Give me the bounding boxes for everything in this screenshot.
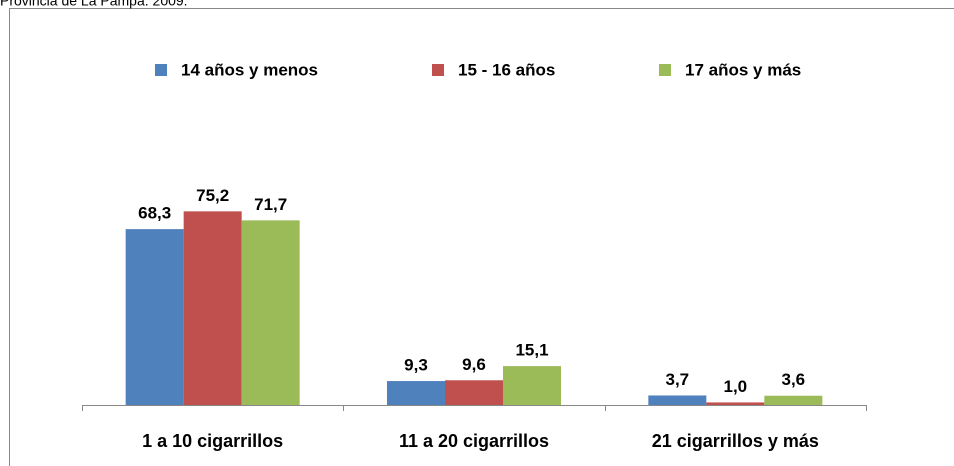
value-label: 68,3 — [138, 204, 171, 223]
value-label: 9,3 — [404, 356, 428, 375]
bar — [241, 220, 300, 405]
value-label: 71,7 — [254, 195, 287, 214]
value-label: 15,1 — [515, 341, 548, 360]
value-label: 3,7 — [666, 370, 690, 389]
chart-title: Provincia de La Pampa. 2009. — [0, 0, 188, 9]
legend-label: 15 - 16 años — [458, 60, 555, 79]
x-tick-label: 11 a 20 cigarrillos — [399, 431, 549, 451]
bar — [648, 395, 707, 405]
bar — [183, 211, 242, 405]
legend-label: 14 años y menos — [181, 60, 318, 79]
value-label: 75,2 — [196, 186, 229, 205]
value-label: 3,6 — [782, 370, 806, 389]
bar — [706, 402, 765, 405]
legend-swatch — [155, 64, 167, 76]
bar — [503, 366, 561, 405]
bar — [125, 229, 184, 405]
legend-label: 17 años y más — [685, 60, 801, 79]
x-tick-label: 1 a 10 cigarrillos — [142, 431, 283, 451]
value-label: 1,0 — [724, 377, 748, 396]
bar — [445, 380, 503, 405]
legend-swatch — [659, 64, 671, 76]
value-label: 9,6 — [462, 355, 486, 374]
legend-swatch — [432, 64, 444, 76]
x-tick-label: 21 cigarrillos y más — [652, 431, 819, 451]
bar — [764, 395, 823, 405]
bar — [387, 381, 445, 405]
